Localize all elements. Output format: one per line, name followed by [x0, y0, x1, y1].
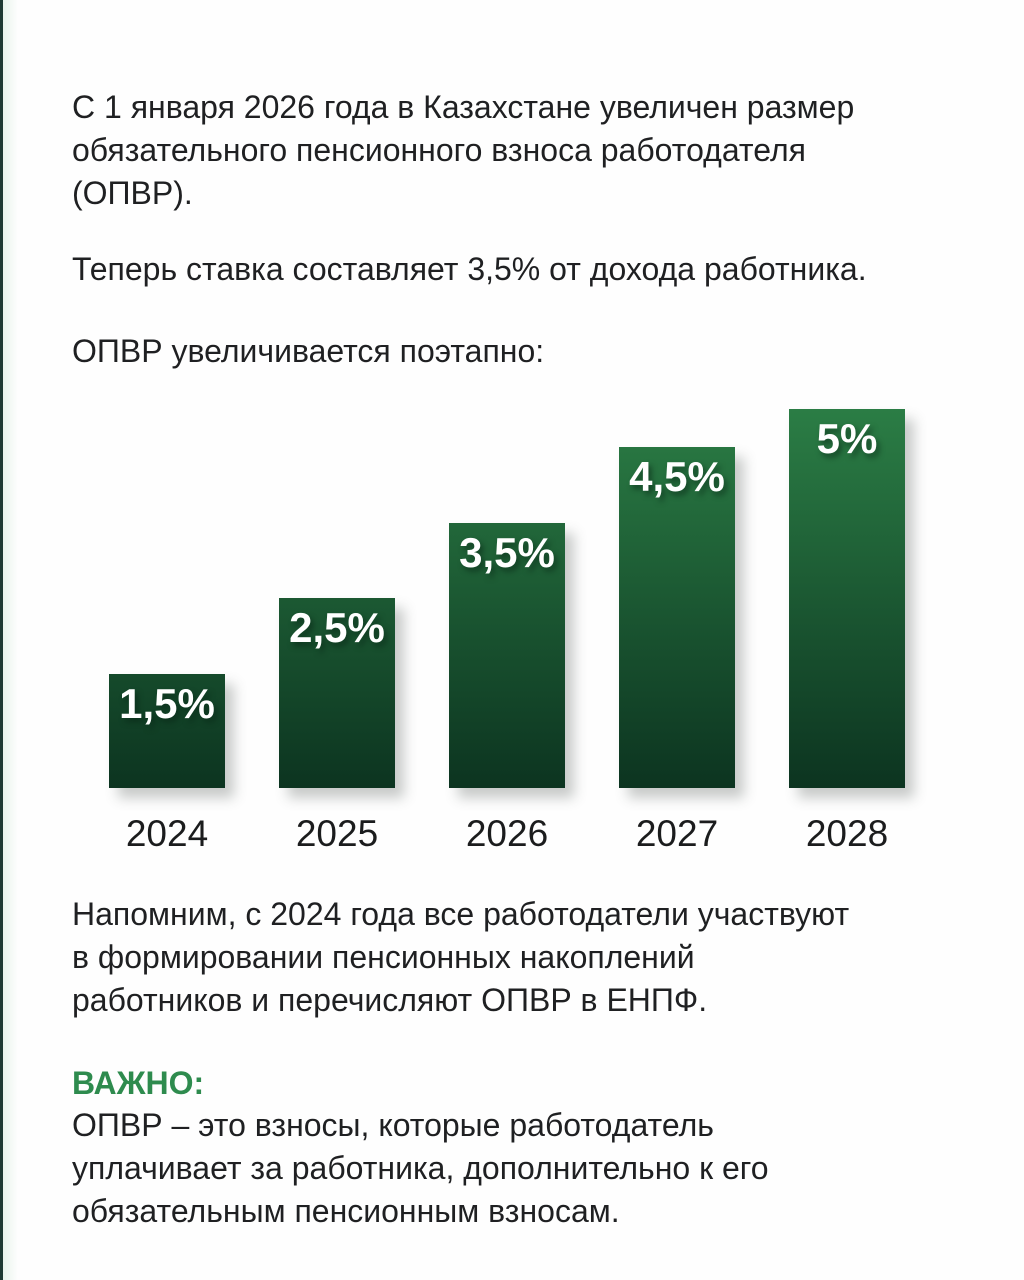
outro-paragraph-1: Напомним, с 2024 года все работодатели у… — [72, 893, 952, 1022]
bar-value-label: 5% — [816, 415, 878, 462]
bar-2024: 1,5% — [109, 674, 225, 788]
outro-paragraph-2: ОПВР – это взносы, которые работодатель … — [72, 1104, 952, 1233]
text-line: (ОПВР). — [72, 175, 193, 211]
x-tick-2027: 2027 — [635, 813, 719, 854]
bar-2026: 3,5% — [449, 523, 565, 788]
x-axis-labels: 2024 2025 2026 2027 2028 — [0, 812, 1024, 856]
bar-value-label: 4,5% — [629, 453, 725, 500]
text-line: работников и перечисляют ОПВР в ЕНПФ. — [72, 982, 708, 1018]
x-tick-2028: 2028 — [805, 813, 889, 854]
important-heading: ВАЖНО: — [72, 1065, 205, 1101]
text-line: Теперь ставка составляет 3,5% от дохода … — [72, 251, 867, 287]
chart-title: ОПВР увеличивается поэтапно: — [72, 330, 952, 373]
bar-2027: 4,5% — [619, 447, 735, 788]
left-accent-edge — [0, 0, 18, 1280]
bar-value-label: 3,5% — [459, 529, 555, 576]
x-tick-2025: 2025 — [295, 813, 379, 854]
intro-paragraph-1: С 1 января 2026 года в Казахстане увелич… — [72, 86, 952, 215]
text-line: в формировании пенсионных накоплений — [72, 939, 695, 975]
text-line: уплачивает за работника, дополнительно к… — [72, 1150, 769, 1186]
intro-paragraph-2: Теперь ставка составляет 3,5% от дохода … — [72, 248, 952, 291]
text-line: С 1 января 2026 года в Казахстане увелич… — [72, 89, 855, 125]
text-line: обязательного пенсионного взноса работод… — [72, 132, 806, 168]
bar-value-label: 2,5% — [289, 604, 385, 651]
bar-2025: 2,5% — [279, 598, 395, 788]
bar-value-label: 1,5% — [119, 680, 215, 727]
text-line: Напомним, с 2024 года все работодатели у… — [72, 896, 850, 932]
bar-chart: 1,5% 2,5% 3,5% 4,5% 5% — [0, 409, 1024, 788]
text-line: ОПВР увеличивается поэтапно: — [72, 333, 545, 369]
bar-2028: 5% — [789, 409, 905, 788]
x-tick-2026: 2026 — [465, 813, 549, 854]
text-line: ОПВР – это взносы, которые работодатель — [72, 1107, 714, 1143]
text-line: обязательным пенсионным взносам. — [72, 1193, 620, 1229]
x-tick-2024: 2024 — [125, 813, 209, 854]
